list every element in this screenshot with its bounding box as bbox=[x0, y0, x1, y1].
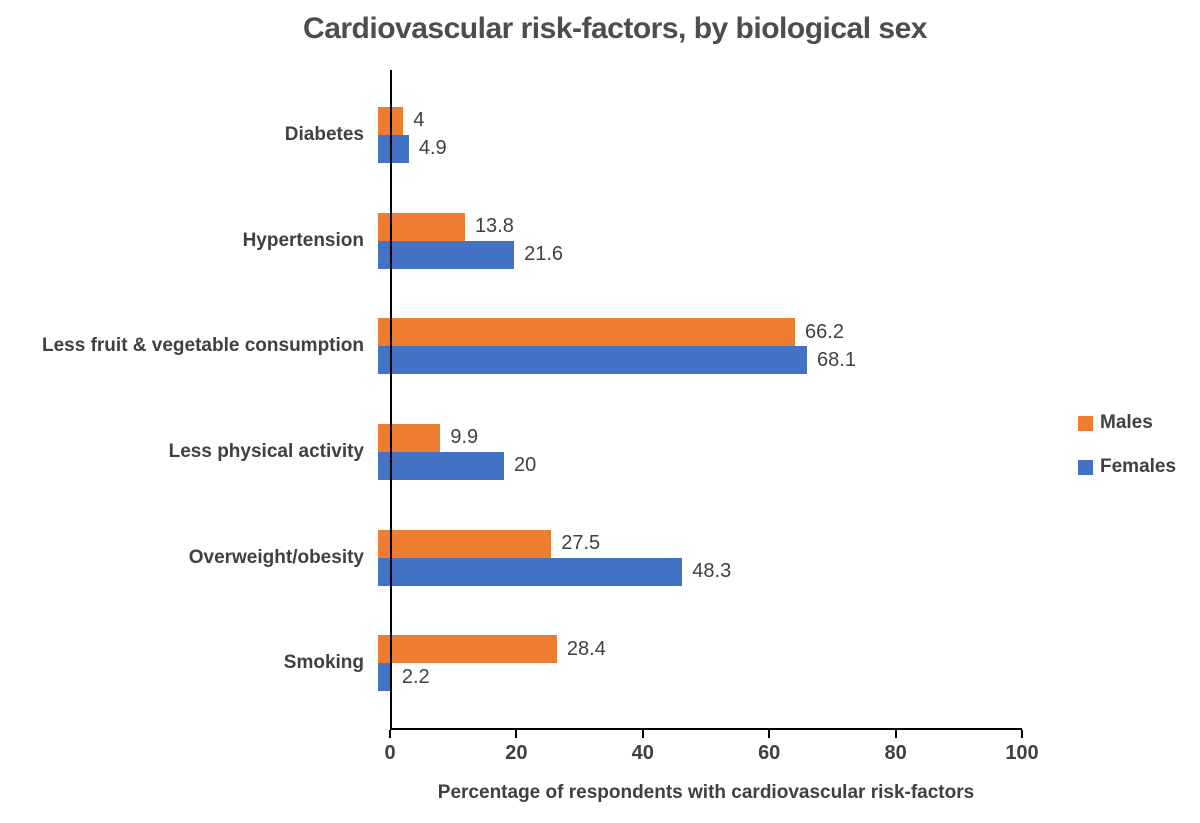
category-label: Less fruit & vegetable consumption bbox=[42, 335, 364, 357]
x-tick-label: 80 bbox=[884, 742, 907, 764]
value-label: 13.8 bbox=[474, 215, 514, 237]
category-row: Smoking 28.4 2.2 bbox=[0, 610, 1022, 716]
x-axis-line: 0 20 40 60 80 100 bbox=[384, 728, 1039, 764]
x-axis-title: Percentage of respondents with cardiovas… bbox=[437, 782, 975, 803]
bar-males bbox=[378, 423, 441, 452]
bar-females bbox=[378, 134, 409, 163]
value-label: 21.6 bbox=[524, 243, 564, 265]
x-axis-tick bbox=[1021, 730, 1023, 738]
bar-females bbox=[378, 346, 808, 375]
chart-title: Cardiovascular risk-factors, by biologic… bbox=[303, 12, 927, 45]
bar-group: 66.2 68.1 bbox=[378, 293, 1022, 399]
category-row: Overweight/obesity 27.5 48.3 bbox=[0, 505, 1022, 611]
value-label: 68.1 bbox=[817, 348, 856, 371]
category-label: Hypertension bbox=[242, 229, 364, 251]
category-row: Less fruit & vegetable consumption 66.2 68… bbox=[0, 293, 1022, 399]
value-label: 66.2 bbox=[805, 320, 844, 343]
bar-males bbox=[378, 635, 557, 664]
category-row: Less physical activity 9.9 20 bbox=[0, 399, 1022, 505]
value-label: 27.5 bbox=[561, 532, 601, 555]
legend-label: Males bbox=[1100, 412, 1153, 433]
bar-females bbox=[378, 451, 504, 480]
legend-swatch-icon bbox=[1078, 459, 1093, 475]
category-label: Smoking bbox=[283, 652, 364, 674]
legend-item-females: Females bbox=[1078, 456, 1176, 478]
legend-item-males: Males bbox=[1078, 412, 1176, 434]
legend-label: Females bbox=[1100, 456, 1177, 477]
bar-males bbox=[378, 529, 552, 558]
category-row: Hypertension 13.8 21.6 bbox=[0, 188, 1022, 294]
bar-group: 28.4 2.2 bbox=[378, 610, 1022, 716]
bar-group: 27.5 48.3 bbox=[378, 505, 1022, 611]
value-label: 9.9 bbox=[450, 426, 479, 449]
x-tick-label: 0 bbox=[384, 742, 396, 764]
legend-swatch-icon bbox=[1078, 415, 1093, 431]
bar-females bbox=[378, 240, 515, 269]
value-label: 20 bbox=[514, 454, 537, 477]
x-tick-label: 100 bbox=[1005, 742, 1039, 764]
value-label: 28.4 bbox=[566, 637, 606, 660]
value-label: 48.3 bbox=[692, 560, 732, 583]
bar-females bbox=[378, 557, 683, 586]
x-axis-tick bbox=[389, 730, 391, 738]
category-row: Diabetes 4 4.9 bbox=[0, 82, 1022, 188]
x-axis-tick bbox=[515, 730, 518, 738]
bar-males bbox=[378, 318, 796, 347]
x-axis-tick bbox=[768, 730, 771, 738]
bar-group: 13.8 21.6 bbox=[378, 188, 1022, 294]
bar-group: 4 4.9 bbox=[378, 82, 1022, 188]
x-tick-label: 40 bbox=[631, 742, 654, 764]
x-tick-label: 60 bbox=[758, 742, 781, 764]
x-axis-tick bbox=[641, 730, 644, 738]
category-label: Overweight/obesity bbox=[188, 546, 364, 568]
value-label: 4.9 bbox=[418, 137, 447, 160]
bar-males bbox=[378, 212, 465, 241]
bar-group: 9.9 20 bbox=[378, 399, 1022, 505]
y-axis-line bbox=[390, 70, 392, 730]
value-label: 4 bbox=[413, 109, 425, 132]
value-label: 2.2 bbox=[401, 665, 430, 688]
legend: Males Females bbox=[1078, 412, 1176, 478]
plot-area: Diabetes 4 4.9 Hypertension 13.8 21.6 Less fru… bbox=[0, 70, 1022, 728]
category-label: Less physical activity bbox=[168, 440, 364, 462]
x-axis-tick bbox=[894, 730, 897, 738]
category-label: Diabetes bbox=[284, 123, 364, 145]
x-tick-label: 20 bbox=[505, 742, 528, 764]
bar-females bbox=[378, 663, 392, 692]
